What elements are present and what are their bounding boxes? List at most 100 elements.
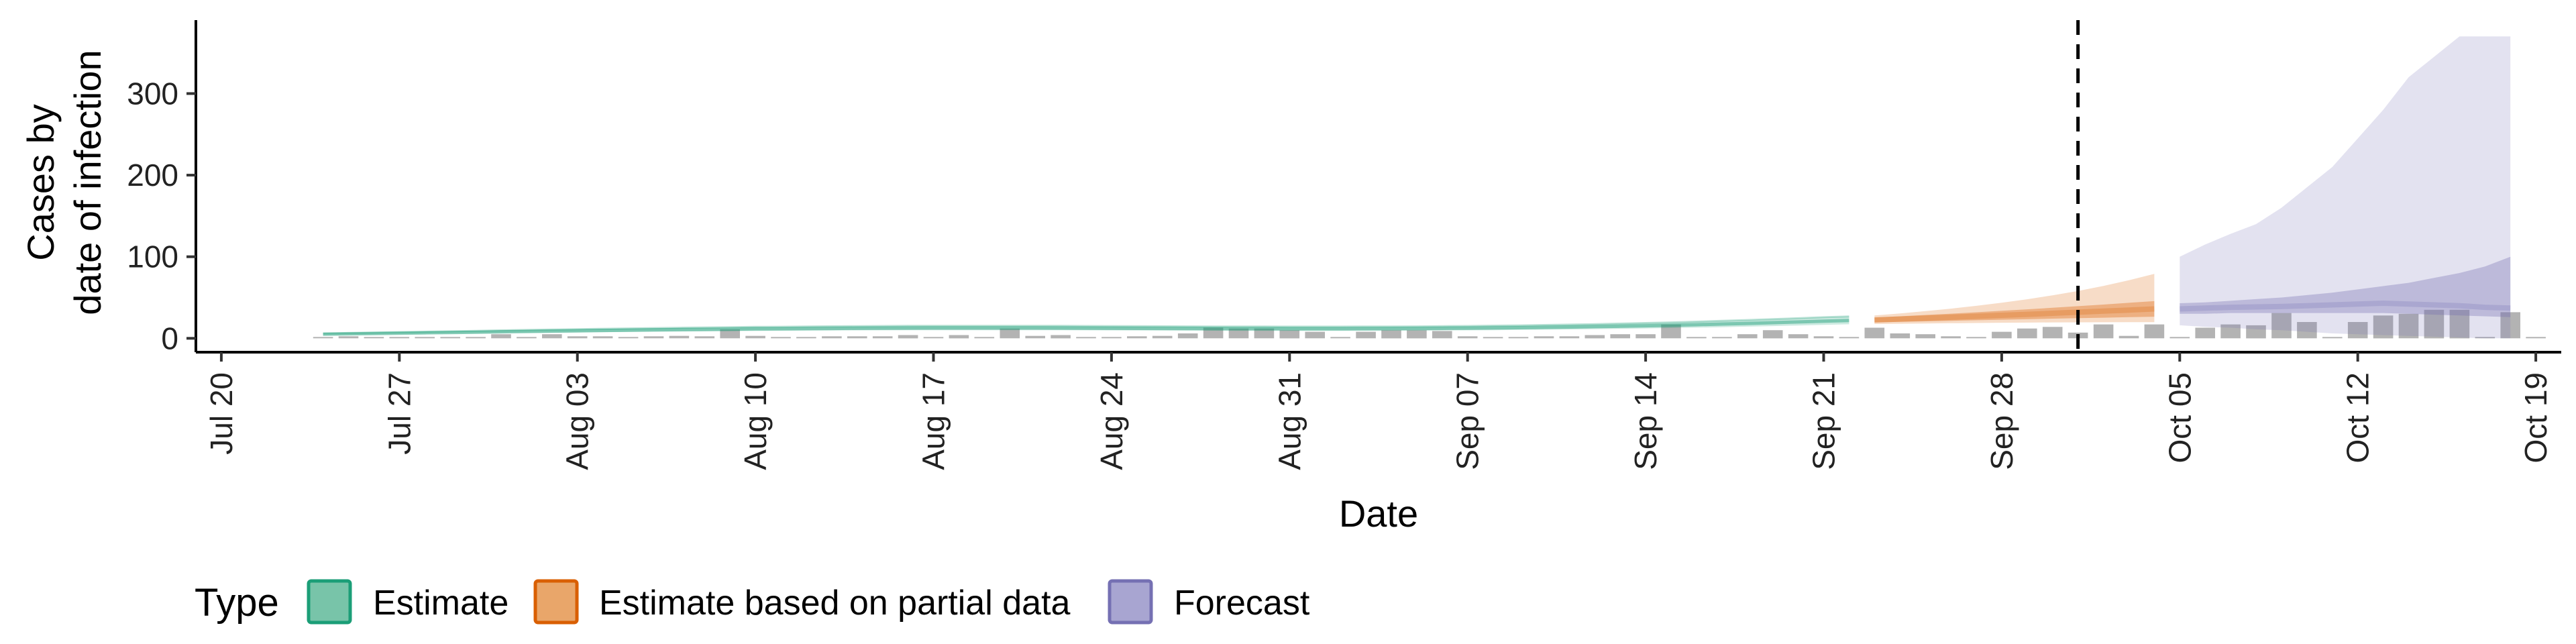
axes: 0 100 200 300 Jul 20 Jul 27 Aug 03 Aug 10 Aug 1…	[127, 20, 2561, 470]
observed-bar	[2220, 324, 2241, 339]
legend: Type Estimate Estimate based on partial …	[195, 579, 1310, 625]
observed-bar	[1356, 331, 1376, 339]
observed-bar	[415, 337, 435, 339]
x-tick-label: Sep 07	[1450, 372, 1485, 470]
legend-label-estimate: Estimate	[373, 584, 508, 623]
observed-bar	[2042, 327, 2063, 339]
observed-bar	[2347, 322, 2368, 339]
x-ticks: Jul 20 Jul 27 Aug 03 Aug 10 Aug 17 Aug 24 Aug …	[204, 352, 2553, 470]
observed-bar	[1330, 337, 1350, 339]
x-tick-label: Jul 27	[382, 372, 417, 455]
observed-bar	[313, 337, 333, 339]
observed-bar	[872, 336, 893, 339]
forecast-band-50	[2180, 256, 2511, 317]
observed-bar	[2093, 324, 2114, 339]
observed-bar	[1712, 337, 1732, 339]
observed-bar	[2169, 337, 2190, 339]
observed-bar	[669, 335, 690, 339]
y-axis-title-line-2: date of infection	[66, 50, 109, 315]
legend-label-partial: Estimate based on partial data	[599, 584, 1071, 623]
observed-bar	[364, 337, 384, 339]
observed-cases-bars	[313, 309, 2546, 339]
legend-key-estimate	[307, 579, 352, 625]
partial-band-50	[1874, 301, 2155, 323]
x-axis-title: Date	[1339, 492, 1418, 535]
x-tick-label: Sep 21	[1807, 372, 1841, 470]
observed-bar	[1177, 333, 1198, 339]
observed-bar	[1457, 336, 1478, 339]
observed-bar	[1661, 324, 1681, 339]
x-tick-label: Oct 05	[2162, 372, 2197, 464]
x-tick-label: Oct 12	[2341, 372, 2375, 464]
observed-bar	[2526, 337, 2546, 339]
observed-bar	[643, 336, 664, 339]
observed-bar	[567, 336, 588, 339]
x-tick-label: Jul 20	[204, 372, 239, 455]
observed-bar	[491, 334, 511, 339]
legend-title: Type	[195, 581, 279, 625]
estimate-upper-line	[323, 315, 1849, 335]
observed-bar	[1102, 337, 1122, 339]
observed-bar	[1762, 330, 1783, 339]
observed-bar	[618, 337, 639, 339]
y-axis-title-line-1: Cases by	[19, 104, 62, 260]
observed-bar	[1813, 336, 1834, 339]
observed-bar	[2398, 313, 2419, 339]
observed-bar	[1051, 335, 1071, 339]
y-tick-label: 0	[161, 321, 178, 356]
observed-bar	[1000, 328, 1020, 339]
observed-bar	[2297, 322, 2317, 339]
legend-label-forecast: Forecast	[1174, 584, 1310, 623]
observed-bar	[1534, 336, 1554, 339]
observed-bar	[389, 337, 410, 339]
observed-bar	[974, 337, 995, 339]
observed-bar	[1941, 336, 1961, 339]
observed-bar	[923, 337, 944, 339]
observed-bar	[771, 337, 791, 339]
x-tick-label: Aug 10	[738, 372, 773, 470]
estimate-ribbons	[323, 36, 2511, 339]
observed-bar	[847, 336, 867, 339]
observed-bar	[1686, 337, 1707, 339]
observed-bar	[1508, 337, 1529, 339]
observed-bar	[2271, 313, 2292, 339]
observed-bar	[1381, 330, 1401, 339]
observed-bar	[822, 336, 842, 339]
legend-key-forecast	[1108, 579, 1153, 625]
x-tick-label: Sep 28	[1984, 372, 2019, 470]
observed-bar	[1635, 334, 1656, 339]
observed-bar	[1864, 327, 1885, 339]
observed-bar	[1585, 335, 1605, 339]
y-ticks: 0 100 200 300	[127, 76, 196, 356]
observed-bar	[542, 334, 562, 339]
observed-bar	[1559, 336, 1580, 339]
estimate-band-90	[323, 316, 1849, 335]
observed-bar	[1966, 337, 1986, 339]
partial-band-90	[1874, 274, 2155, 324]
observed-bar	[2195, 327, 2215, 339]
observed-bar	[1737, 334, 1758, 339]
observed-bar	[1788, 334, 1809, 339]
observed-bar	[1305, 331, 1325, 339]
observed-bar	[898, 335, 918, 339]
observed-bar	[694, 336, 715, 339]
observed-bar	[2322, 337, 2343, 339]
observed-bar	[1915, 334, 1935, 339]
observed-bar	[2144, 324, 2165, 339]
observed-bar	[517, 337, 537, 339]
observed-bar	[592, 336, 613, 339]
x-tick-label: Sep 14	[1628, 372, 1663, 470]
estimate-median-line	[323, 319, 1849, 336]
observed-bar	[745, 335, 765, 339]
observed-bar	[1254, 328, 1275, 339]
observed-bar	[1890, 333, 1911, 339]
x-tick-label: Aug 24	[1094, 372, 1129, 470]
observed-bar	[2118, 335, 2139, 339]
observed-bar	[2424, 309, 2445, 339]
observed-bar	[796, 337, 816, 339]
observed-bar	[2373, 315, 2394, 339]
observed-bar	[1610, 334, 1630, 339]
x-tick-label: Aug 17	[916, 372, 951, 470]
x-tick-label: Aug 03	[560, 372, 595, 470]
observed-bar	[2449, 309, 2470, 339]
